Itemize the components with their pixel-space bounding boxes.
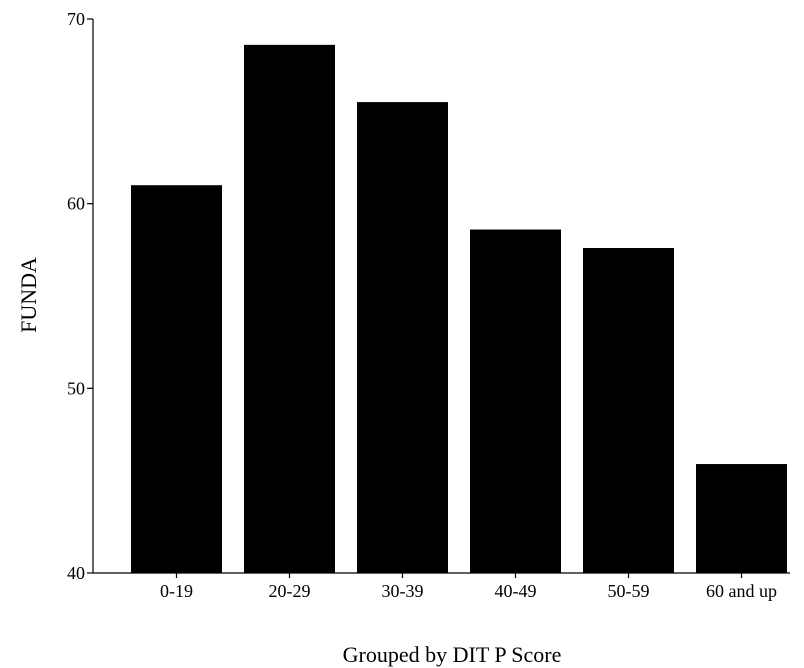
y-tick-label: 50 <box>67 378 85 398</box>
y-tick-label: 40 <box>67 563 85 583</box>
x-tick-label: 50-59 <box>608 581 650 601</box>
x-tick-label: 20-29 <box>269 581 311 601</box>
y-axis: 40 50 60 70 <box>67 9 94 583</box>
x-axis-title: Grouped by DIT P Score <box>343 642 562 667</box>
bar-30-39 <box>357 102 448 573</box>
y-tick-label: 60 <box>67 194 85 214</box>
x-tick-label: 0-19 <box>160 581 193 601</box>
bars <box>131 44 787 573</box>
bar-0-19 <box>131 185 222 573</box>
x-axis <box>93 572 790 578</box>
bar-60-and-up <box>696 464 787 573</box>
x-tick-label: 40-49 <box>495 581 537 601</box>
y-tick-label: 70 <box>67 9 85 29</box>
x-tick-label: 30-39 <box>382 581 424 601</box>
y-axis-title: FUNDA <box>16 257 41 333</box>
bar-50-59 <box>583 247 674 573</box>
bar-40-49 <box>470 229 561 573</box>
category-labels: 0-19 20-29 30-39 40-49 50-59 60 and up <box>160 581 777 601</box>
x-tick-label: 60 and up <box>706 581 777 601</box>
bar-20-29 <box>244 44 335 573</box>
